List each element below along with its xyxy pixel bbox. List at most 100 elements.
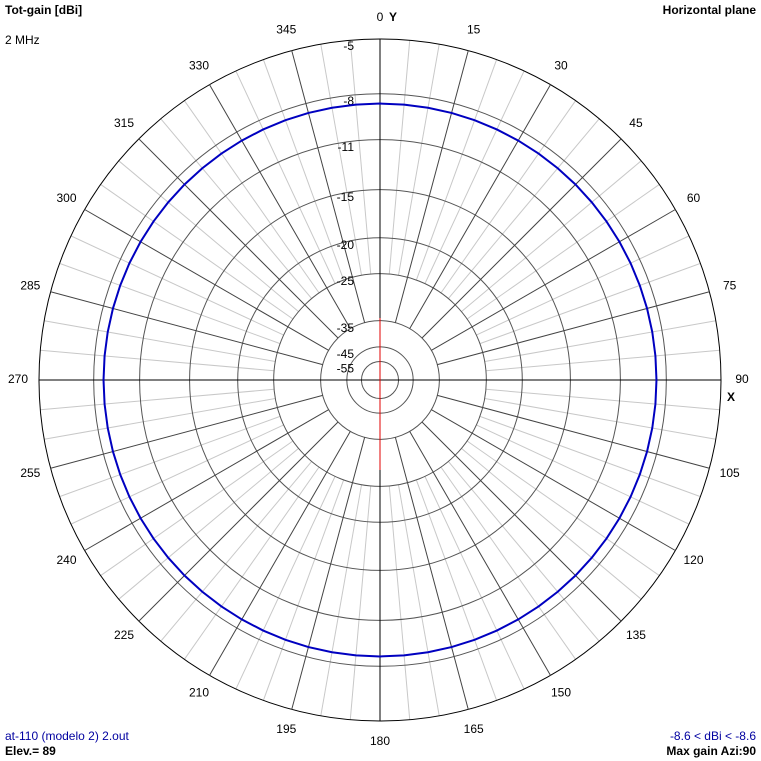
minor-spoke bbox=[70, 424, 284, 525]
r-tick-label: -20 bbox=[337, 238, 355, 252]
theta-tick-label: 135 bbox=[626, 628, 646, 642]
minor-spoke bbox=[100, 184, 294, 320]
minor-spoke bbox=[59, 415, 281, 498]
minor-spoke bbox=[415, 59, 498, 281]
spoke bbox=[421, 138, 622, 339]
theta-tick-label: 180 bbox=[370, 734, 390, 748]
minor-spoke bbox=[479, 415, 701, 498]
minor-spoke bbox=[235, 70, 336, 284]
spoke bbox=[437, 291, 710, 366]
minor-spoke bbox=[44, 320, 276, 363]
minor-spoke bbox=[447, 461, 600, 642]
minor-spoke bbox=[440, 466, 576, 660]
minor-spoke bbox=[484, 397, 716, 440]
minor-spoke bbox=[461, 447, 642, 600]
minor-spoke bbox=[466, 184, 660, 320]
minor-spoke bbox=[447, 118, 600, 299]
spoke bbox=[431, 409, 676, 551]
theta-tick-label: 60 bbox=[687, 191, 701, 205]
range-label: -8.6 < dBi < -8.6 bbox=[670, 729, 756, 743]
spoke bbox=[421, 421, 622, 622]
minor-spoke bbox=[461, 160, 642, 313]
minor-spoke bbox=[118, 447, 299, 600]
spoke bbox=[409, 84, 551, 329]
chart-title: Tot-gain [dBi] bbox=[5, 3, 82, 17]
r-tick-label: -8 bbox=[343, 94, 354, 108]
minor-spoke bbox=[397, 44, 440, 276]
minor-spoke bbox=[484, 320, 716, 363]
spoke bbox=[50, 394, 323, 469]
minor-spoke bbox=[397, 484, 440, 716]
spoke bbox=[209, 84, 351, 329]
theta-tick-label: 165 bbox=[464, 722, 484, 736]
subtitle: 2 MHz bbox=[5, 33, 40, 47]
minor-spoke bbox=[424, 476, 525, 690]
minor-spoke bbox=[466, 440, 660, 576]
spoke bbox=[437, 394, 710, 469]
minor-spoke bbox=[479, 262, 701, 345]
minor-spoke bbox=[485, 388, 720, 411]
spoke bbox=[84, 409, 329, 551]
minor-spoke bbox=[476, 424, 690, 525]
minor-spoke bbox=[160, 118, 313, 299]
r-tick-label: -15 bbox=[337, 190, 355, 204]
theta-tick-label: 300 bbox=[56, 191, 76, 205]
r-tick-label: -45 bbox=[337, 347, 355, 361]
minor-spoke bbox=[40, 388, 275, 411]
theta-tick-label: 285 bbox=[20, 278, 40, 292]
plane-label: Horizontal plane bbox=[663, 3, 757, 17]
elevation-label: Elev.= 89 bbox=[5, 744, 56, 758]
minor-spoke bbox=[388, 485, 411, 720]
spoke bbox=[50, 291, 323, 366]
minor-spoke bbox=[44, 397, 276, 440]
minor-spoke bbox=[424, 70, 525, 284]
minor-spoke bbox=[320, 44, 363, 276]
minor-spoke bbox=[59, 262, 281, 345]
y-axis-label: Y bbox=[389, 10, 397, 24]
theta-tick-label: 0 bbox=[377, 10, 384, 24]
spoke bbox=[84, 209, 329, 351]
theta-tick-label: 150 bbox=[551, 686, 571, 700]
theta-tick-label: 45 bbox=[629, 116, 643, 130]
x-axis-label: X bbox=[727, 390, 735, 404]
theta-tick-label: 210 bbox=[189, 686, 209, 700]
minor-spoke bbox=[118, 160, 299, 313]
r-tick-label: -55 bbox=[337, 362, 355, 376]
max-gain-label: Max gain Azi:90 bbox=[666, 744, 756, 758]
theta-tick-label: 240 bbox=[56, 553, 76, 567]
minor-spoke bbox=[476, 235, 690, 336]
minor-spoke bbox=[184, 466, 320, 660]
minor-spoke bbox=[235, 476, 336, 690]
pattern-line bbox=[102, 102, 658, 658]
r-tick-label: -5 bbox=[343, 39, 354, 53]
spoke bbox=[291, 437, 366, 710]
theta-tick-label: 90 bbox=[735, 372, 749, 386]
r-tick-label: -35 bbox=[337, 321, 355, 335]
theta-tick-label: 30 bbox=[554, 59, 568, 73]
theta-tick-label: 225 bbox=[114, 628, 134, 642]
minor-spoke bbox=[100, 440, 294, 576]
theta-tick-label: 120 bbox=[683, 553, 703, 567]
minor-spoke bbox=[415, 479, 498, 701]
theta-tick-label: 345 bbox=[276, 23, 296, 37]
minor-spoke bbox=[349, 485, 372, 720]
theta-tick-label: 195 bbox=[276, 722, 296, 736]
minor-spoke bbox=[262, 59, 345, 281]
theta-tick-label: 15 bbox=[467, 23, 481, 37]
theta-tick-label: 270 bbox=[8, 372, 28, 386]
spoke bbox=[394, 50, 469, 323]
spoke bbox=[431, 209, 676, 351]
minor-spoke bbox=[485, 349, 720, 372]
r-tick-label: -11 bbox=[338, 140, 355, 154]
minor-spoke bbox=[160, 461, 313, 642]
spoke bbox=[209, 431, 351, 676]
theta-tick-label: 255 bbox=[20, 466, 40, 480]
theta-tick-label: 315 bbox=[114, 116, 134, 130]
spoke bbox=[291, 50, 366, 323]
minor-spoke bbox=[349, 40, 372, 275]
spoke bbox=[394, 437, 469, 710]
theta-tick-label: 75 bbox=[723, 278, 737, 292]
spoke bbox=[409, 431, 551, 676]
file-label: at-110 (modelo 2) 2.out bbox=[5, 729, 130, 743]
